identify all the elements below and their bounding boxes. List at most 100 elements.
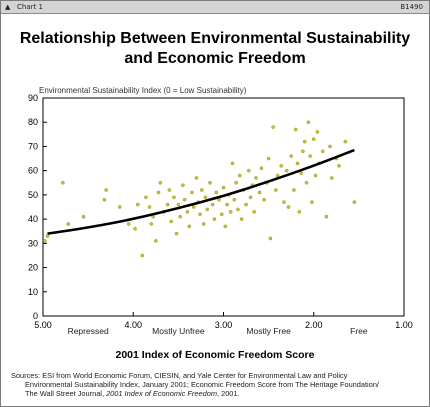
data-point xyxy=(174,231,179,236)
data-point xyxy=(308,154,312,158)
data-point xyxy=(165,202,170,207)
data-point xyxy=(295,161,300,166)
trend-line xyxy=(47,148,355,235)
data-point xyxy=(337,164,341,168)
y-tick-label: 30 xyxy=(28,238,38,248)
y-tick-label: 80 xyxy=(28,117,38,127)
data-point xyxy=(310,200,314,204)
data-point xyxy=(66,222,71,226)
x-axis-category-labels: Repressed Mostly Unfree Mostly Free Free xyxy=(68,326,368,336)
x-axis-ticks: 5.00 4.00 3.00 2.00 1.00 xyxy=(34,312,413,330)
data-point xyxy=(311,137,316,141)
data-point xyxy=(133,226,137,231)
x-category-label: Repressed xyxy=(68,326,109,336)
data-point xyxy=(135,202,140,207)
x-tick-label: 5.00 xyxy=(34,320,52,330)
data-point xyxy=(212,217,217,221)
sources-line-3: The Wall Street Journal, 2001 Index of E… xyxy=(11,389,423,398)
x-tick-label: 2.00 xyxy=(305,320,323,330)
data-point xyxy=(194,176,199,180)
data-point xyxy=(328,144,332,149)
data-point xyxy=(254,176,258,180)
x-tick-label: 1.00 xyxy=(395,320,413,330)
data-point xyxy=(315,130,320,134)
data-point xyxy=(147,205,152,209)
y-tick-label: 60 xyxy=(28,166,38,176)
y-axis-label: Environmental Sustainability Index (0 = … xyxy=(39,86,247,95)
x-category-label: Mostly Unfree xyxy=(152,326,205,336)
data-point xyxy=(259,166,264,171)
y-tick-label: 90 xyxy=(28,93,38,103)
plot-area xyxy=(42,97,405,317)
sources-note: Sources: ESI from World Economic Forum, … xyxy=(11,371,423,399)
data-point xyxy=(149,222,154,226)
data-point xyxy=(156,190,161,195)
data-point xyxy=(228,210,233,214)
data-point xyxy=(140,253,145,258)
sources-line-2: Environmental Sustainability Index, Janu… xyxy=(25,380,379,390)
data-point xyxy=(214,190,219,195)
data-point xyxy=(45,234,50,238)
data-point xyxy=(230,161,235,166)
data-point xyxy=(266,156,271,161)
chart-title-line-2: and Economic Freedom xyxy=(124,50,306,67)
data-point xyxy=(176,202,181,207)
data-point xyxy=(239,217,244,221)
data-point xyxy=(200,188,204,192)
data-point xyxy=(104,188,108,192)
data-point xyxy=(172,195,176,200)
y-axis-ticks: 0 10 20 30 40 50 60 70 80 90 xyxy=(28,93,47,321)
data-point xyxy=(293,127,298,132)
data-point xyxy=(313,173,318,178)
data-point xyxy=(329,176,334,180)
data-point xyxy=(102,197,107,202)
data-point xyxy=(167,188,172,192)
data-point xyxy=(271,125,275,129)
chart-title-line-1: Relationship Between Environmental Susta… xyxy=(19,30,411,47)
window-titlebar[interactable]: ▲ Chart 1 B1490 xyxy=(1,1,429,14)
data-point xyxy=(190,190,194,195)
data-point xyxy=(304,180,309,185)
data-point xyxy=(158,180,163,185)
data-point xyxy=(284,168,289,173)
data-point xyxy=(292,188,296,192)
data-point xyxy=(236,207,240,212)
data-point xyxy=(182,197,187,202)
y-tick-label: 20 xyxy=(28,263,38,273)
data-point xyxy=(203,195,208,200)
x-tick-label: 3.00 xyxy=(215,320,233,330)
data-point xyxy=(43,239,47,243)
data-point xyxy=(221,185,226,190)
data-point xyxy=(198,212,202,217)
data-point xyxy=(187,224,192,229)
scatter-chart: Environmental Sustainability Index (0 = … xyxy=(28,86,413,336)
y-tick-label: 50 xyxy=(28,190,38,200)
data-point xyxy=(274,188,278,192)
data-point xyxy=(302,139,307,144)
data-point xyxy=(262,197,266,202)
data-point xyxy=(210,202,215,207)
sources-line-3-end: , 2001. xyxy=(216,389,240,399)
data-point xyxy=(324,214,329,219)
data-point xyxy=(117,205,122,209)
data-point xyxy=(181,183,185,187)
data-point xyxy=(282,200,286,204)
data-point xyxy=(201,222,206,226)
data-point xyxy=(61,180,65,185)
data-point xyxy=(169,219,173,224)
x-axis-label: 2001 Index of Economic Freedom Score xyxy=(115,349,315,361)
data-point xyxy=(237,173,242,178)
data-point xyxy=(306,120,311,125)
data-point xyxy=(244,202,248,207)
data-point xyxy=(208,180,212,185)
data-point xyxy=(178,214,182,219)
data-point xyxy=(252,210,256,214)
data-point xyxy=(185,210,190,214)
data-point xyxy=(279,164,284,168)
data-point xyxy=(343,139,348,144)
data-point xyxy=(225,202,229,207)
data-point xyxy=(223,224,228,229)
window-title: Chart 1 xyxy=(17,3,43,11)
data-points xyxy=(43,120,357,258)
